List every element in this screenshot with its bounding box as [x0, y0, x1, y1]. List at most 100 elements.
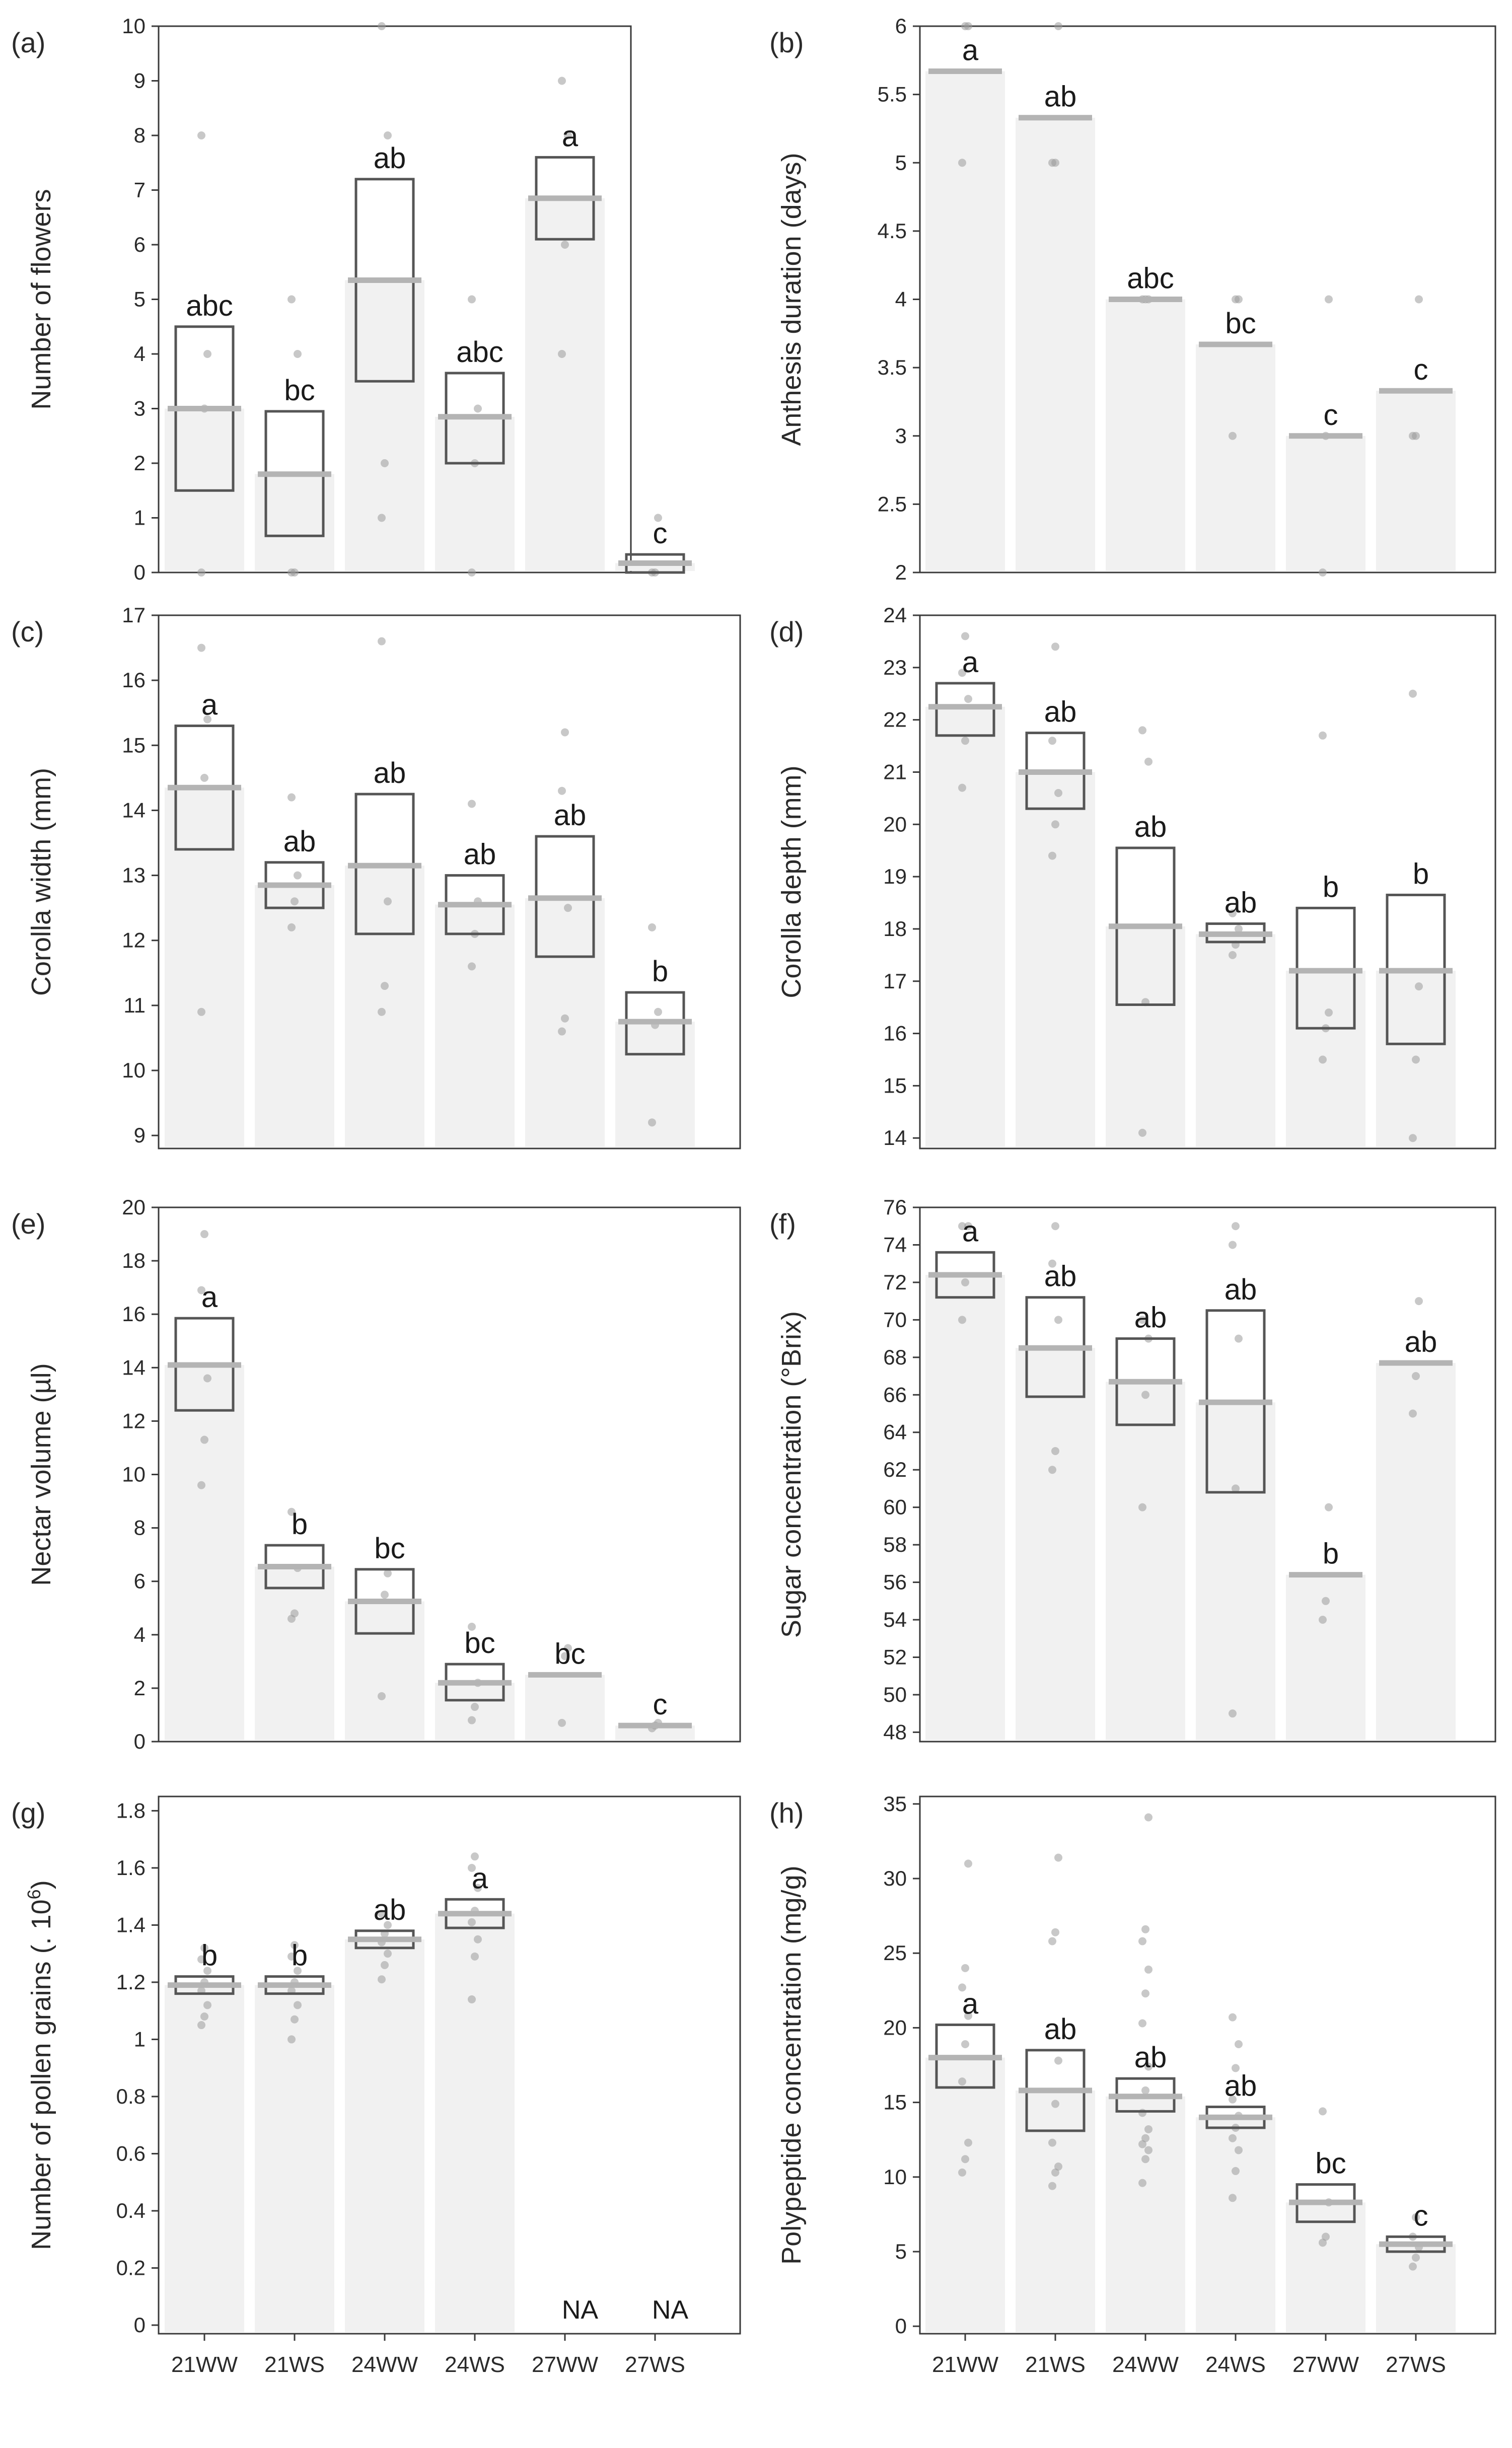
significance-letter-24WS: a	[472, 1862, 488, 1895]
significance-letter-24WW: ab	[374, 1894, 406, 1926]
data-point-27WW	[564, 131, 572, 139]
significance-letter-21WW: a	[962, 1215, 979, 1248]
data-point-21WW	[964, 1222, 972, 1231]
y-tick-label: 72	[883, 1270, 907, 1294]
data-point-24WS	[468, 1918, 476, 1926]
bar-21WS	[1016, 1348, 1095, 1740]
data-point-27WW	[1322, 1597, 1330, 1605]
data-point-21WS	[1051, 159, 1059, 167]
data-point-27WS	[648, 1118, 656, 1127]
data-point-24WW	[1144, 2125, 1153, 2133]
data-point-21WS	[1054, 22, 1062, 30]
bar-27WW	[525, 898, 605, 1147]
panel-h: a ab ab ab bc c 0 5 10 15 20 25 30 35 (h) Polypeptide c…	[769, 1792, 1496, 2377]
data-point-21WW	[964, 22, 972, 30]
data-point-21WW	[197, 131, 205, 139]
data-point-21WS	[287, 793, 296, 802]
data-point-21WS	[1051, 820, 1059, 829]
data-point-21WS	[1048, 1937, 1056, 1946]
data-point-21WS	[291, 897, 299, 906]
data-point-24WW	[378, 1909, 386, 1918]
x-category-label: 24WW	[351, 2352, 418, 2377]
significance-letter-21WW: a	[201, 1281, 218, 1314]
data-point-21WW	[964, 695, 972, 703]
significance-letter-24WS: abc	[456, 336, 503, 369]
data-point-24WW	[1138, 1937, 1146, 1946]
data-point-24WW	[1141, 1925, 1149, 1933]
y-tick-label: 23	[883, 656, 907, 679]
significance-letter-24WW: ab	[1134, 811, 1167, 843]
data-point-24WS	[471, 1852, 479, 1861]
data-point-24WW	[381, 1961, 389, 1969]
y-tick-label: 0	[895, 2314, 907, 2338]
y-tick-label: 13	[122, 863, 146, 887]
data-point-24WW	[1138, 2019, 1146, 2028]
y-tick-label: 5	[895, 2240, 907, 2263]
significance-letter-27WS: c	[653, 1688, 668, 1721]
data-point-21WS	[287, 1507, 296, 1516]
data-point-27WS	[1412, 2253, 1420, 2262]
significance-letter-21WW: a	[201, 689, 218, 722]
panel-tag: (c)	[11, 616, 44, 647]
significance-letter-27WS: b	[652, 955, 668, 988]
bar-21WW	[925, 1275, 1005, 1740]
y-tick-label: 8	[134, 123, 146, 147]
data-point-27WW	[561, 728, 569, 737]
y-tick-label: 0.2	[116, 2256, 146, 2279]
y-tick-label: 16	[122, 1302, 146, 1326]
bar-21WS	[1016, 117, 1095, 571]
bar-27WW	[1286, 2202, 1365, 2332]
y-tick-label: 17	[122, 603, 146, 627]
bar-24WW	[1106, 1382, 1185, 1740]
data-point-27WW	[561, 1014, 569, 1023]
data-point-24WW	[1138, 1503, 1146, 1511]
panel-f: a ab ab ab b ab 48 50 52 54 56 58 60 62 64 66 68 70 72 74 76…	[769, 1195, 1496, 1744]
significance-letter-24WS: ab	[464, 838, 496, 871]
y-tick-label: 0.4	[116, 2199, 146, 2222]
y-axis-label: Number of flowers	[26, 189, 56, 409]
y-tick-label: 4	[134, 1623, 146, 1646]
y-tick-label: 1.4	[116, 1913, 146, 1936]
data-point-21WW	[197, 568, 205, 577]
data-point-21WS	[1051, 2100, 1059, 2108]
y-tick-label: 9	[134, 1123, 146, 1147]
y-tick-label: 66	[883, 1383, 907, 1406]
y-tick-label: 58	[883, 1533, 907, 1556]
y-tick-label: 5	[895, 151, 907, 174]
data-point-24WS	[1235, 2146, 1243, 2154]
data-point-21WS	[1051, 642, 1059, 651]
data-point-24WS	[1229, 2134, 1237, 2142]
data-point-24WW	[1144, 1965, 1153, 1974]
y-tick-label: 16	[122, 668, 146, 692]
significance-letter-21WW: a	[962, 34, 979, 67]
data-point-21WW	[203, 2001, 211, 2009]
significance-letter-24WW: ab	[1134, 1302, 1167, 1334]
y-tick-label: 9	[134, 69, 146, 93]
data-point-27WS	[1409, 689, 1417, 698]
y-axis-label: Anthesis duration (days)	[776, 153, 807, 446]
significance-letter-21WS: ab	[283, 825, 316, 858]
bar-24WW	[345, 280, 424, 571]
y-tick-label: 17	[883, 969, 907, 993]
y-tick-label: 16	[883, 1022, 907, 1045]
data-point-27WW	[1319, 731, 1327, 740]
data-point-27WW	[1319, 1055, 1327, 1064]
data-point-21WS	[294, 1967, 302, 1975]
data-point-27WS	[1415, 1297, 1423, 1306]
x-category-label: 21WS	[1025, 2352, 1086, 2377]
panel-tag: (a)	[11, 27, 45, 58]
data-point-24WS	[1235, 1334, 1243, 1343]
bar-21WW	[165, 1364, 244, 1740]
bar-27WS	[1376, 391, 1456, 571]
panel-a: abc bc ab abc a c 0 1 2 3 4 5 6 7 8 9 10 (a) Number of flo…	[11, 14, 695, 584]
y-axis-label: Nectar volume (µl)	[26, 1363, 56, 1586]
y-tick-label: 3.5	[878, 355, 907, 379]
data-point-21WS	[294, 871, 302, 880]
y-tick-label: 18	[122, 1249, 146, 1272]
bar-24WS	[435, 1683, 515, 1740]
data-point-21WW	[958, 669, 966, 677]
significance-letter-21WS: b	[292, 1939, 308, 1972]
data-point-24WS	[1229, 431, 1237, 440]
significance-letter-27WS: c	[1414, 2199, 1428, 2232]
